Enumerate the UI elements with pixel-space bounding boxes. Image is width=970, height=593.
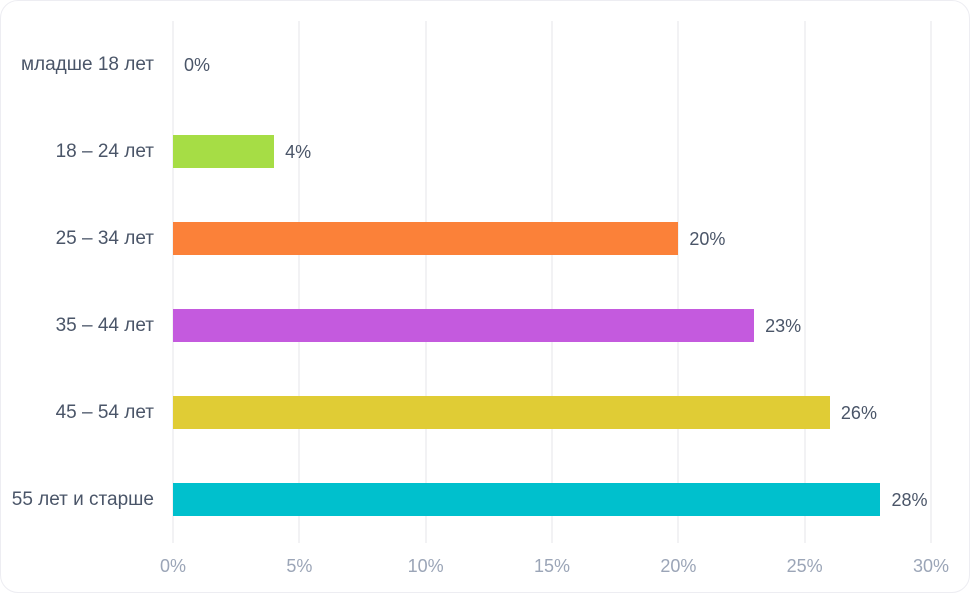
- value-label: 0%: [184, 54, 211, 75]
- value-label: 23%: [765, 315, 802, 336]
- bar: [173, 222, 679, 255]
- bar: [173, 309, 755, 342]
- bar-track: 4%: [173, 108, 931, 195]
- x-tick-label: 20%: [660, 556, 697, 576]
- category-label: 45 – 54 лет: [55, 402, 154, 423]
- gridline: [425, 21, 427, 543]
- bar-track: 28%: [173, 456, 931, 543]
- x-tick-label: 0%: [159, 556, 187, 576]
- category-label: 25 – 34 лет: [55, 228, 154, 249]
- bar-rows: младше 18 лет 0% 18 – 24 лет 4% 25 – 34 лет 2…: [1, 21, 931, 543]
- gridline-layer: [172, 21, 932, 543]
- bar: [173, 483, 881, 516]
- bar-row: младше 18 лет 0%: [1, 21, 931, 108]
- bar-row: 25 – 34 лет 20%: [1, 195, 931, 282]
- bar: [173, 396, 830, 429]
- gridline: [172, 21, 174, 543]
- value-label: 4%: [285, 141, 312, 162]
- bar-track: 26%: [173, 369, 931, 456]
- bar-row: 35 – 44 лет 23%: [1, 282, 931, 369]
- value-label: 26%: [840, 402, 877, 423]
- gridline: [804, 21, 806, 543]
- bar-track: 0%: [173, 21, 931, 108]
- x-tick-label: 10%: [407, 556, 444, 576]
- gridline: [298, 21, 300, 543]
- value-label: 20%: [689, 228, 726, 249]
- x-tick-label: 15%: [533, 556, 571, 576]
- x-tick-label: 25%: [786, 556, 823, 576]
- gridline: [677, 21, 679, 543]
- bar-track: 20%: [173, 195, 931, 282]
- category-label: 18 – 24 лет: [55, 141, 154, 162]
- value-label: 28%: [891, 489, 928, 510]
- bar-row: 18 – 24 лет 4%: [1, 108, 931, 195]
- bar-row: 55 лет и старше 28%: [1, 456, 931, 543]
- x-tick-label: 30%: [912, 556, 950, 576]
- category-label: 55 лет и старше: [11, 489, 154, 510]
- category-label: младше 18 лет: [20, 54, 154, 75]
- gridline: [551, 21, 553, 543]
- bar-track: 23%: [173, 282, 931, 369]
- bar: [173, 135, 275, 168]
- x-axis-ticks: 0% 5% 10% 15% 20% 25% 30%: [160, 543, 949, 587]
- gridline: [930, 21, 932, 543]
- category-label: 35 – 44 лет: [55, 315, 154, 336]
- x-tick-label: 5%: [286, 556, 313, 576]
- bar-row: 45 – 54 лет 26%: [1, 369, 931, 456]
